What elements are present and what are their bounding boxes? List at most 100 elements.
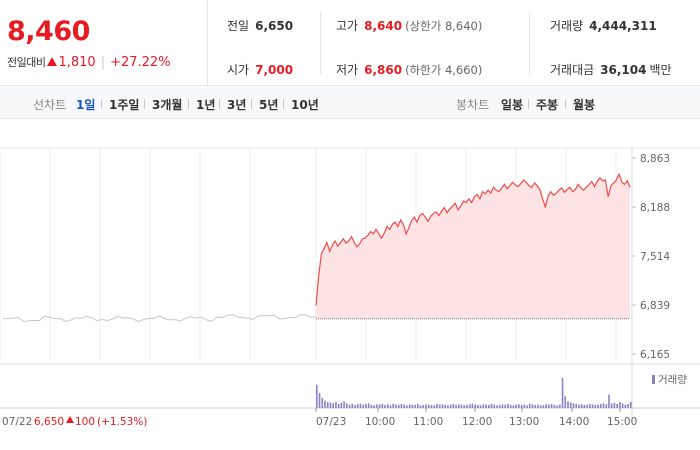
volume-bar	[594, 405, 597, 408]
volume-bar	[556, 405, 558, 408]
volume-bar	[578, 404, 580, 408]
stat-value: 7,000	[255, 63, 294, 77]
volume-bar	[512, 405, 515, 408]
volume-bar	[422, 405, 425, 408]
volume-bar	[564, 396, 567, 408]
tab-1y[interactable]: 1년	[196, 98, 216, 112]
volume-bar	[324, 400, 326, 408]
volume-bar	[441, 404, 444, 408]
volume-bar	[545, 404, 547, 408]
volume-bar	[438, 404, 441, 408]
tab-1w[interactable]: 1주일	[109, 98, 140, 112]
volume-bar	[326, 402, 329, 408]
volume-bar	[539, 405, 542, 408]
stat-value: 6,860	[364, 63, 403, 77]
volume-bar	[599, 404, 602, 408]
volume-bar	[572, 403, 575, 408]
tab-daily[interactable]: 일봉	[501, 98, 524, 112]
stat-value: 6,650	[255, 19, 294, 33]
tab-3y[interactable]: 3년	[227, 98, 247, 112]
volume-bar	[561, 378, 564, 408]
volume-bar	[493, 404, 496, 408]
volume-bar	[471, 403, 474, 408]
volume-bar	[613, 402, 616, 408]
volume-bar	[408, 404, 411, 408]
lower-limit: (하한가 4,660)	[405, 63, 483, 77]
stat-prev: 전일 6,650	[227, 17, 293, 34]
volume-bar	[384, 405, 386, 408]
divider	[320, 12, 321, 74]
volume-bar	[457, 404, 460, 408]
volume-bar	[621, 403, 624, 408]
volume-bar	[354, 405, 356, 408]
volume-bar	[610, 403, 613, 408]
period-tabs: 선차트 1일 1주일 3개월 1년 3년 5년 10년 봉차트 일봉 주봉 월봉	[0, 87, 700, 119]
tab-1d[interactable]: 1일	[76, 98, 96, 112]
stat-low: 저가 6,860 (하한가 4,660)	[336, 61, 482, 78]
volume-bar	[425, 404, 427, 408]
volume-bar	[504, 404, 506, 408]
volume-bar	[427, 404, 430, 408]
volume-bar	[362, 404, 365, 408]
tab-5y[interactable]: 5년	[259, 98, 279, 112]
volume-bar	[630, 402, 632, 408]
tab-10y[interactable]: 10년	[291, 98, 319, 112]
volume-bar	[332, 403, 334, 408]
volume-bar	[474, 404, 476, 408]
volume-bar	[575, 404, 577, 408]
stat-label: 거래대금	[550, 63, 595, 77]
y-tick-label: 6,165	[640, 349, 670, 361]
volume-bar	[553, 405, 556, 408]
divider	[565, 99, 566, 109]
tab-3m[interactable]: 3개월	[152, 98, 183, 112]
tab-monthly[interactable]: 월봉	[573, 98, 596, 112]
volume-bar	[411, 405, 414, 408]
volume-bar	[392, 403, 395, 408]
volume-bar	[386, 404, 389, 408]
volume-legend-swatch	[652, 375, 655, 384]
volume-bar	[518, 404, 520, 408]
up-triangle-icon	[47, 57, 58, 66]
volume-bar	[449, 404, 452, 408]
volume-bar	[348, 404, 351, 408]
volume-bar	[367, 403, 370, 408]
stat-amount: 거래대금 36,104 백만	[550, 61, 672, 78]
stat-value: 36,104	[600, 63, 647, 77]
volume-bar	[515, 404, 517, 408]
volume-bar	[340, 403, 343, 408]
volume-bar	[389, 405, 392, 408]
prev-day-series	[2, 313, 317, 323]
volume-bar	[597, 404, 599, 408]
price-box: 8,460 전일대비 1,810 | +27.22%	[0, 0, 208, 86]
volume-bar	[460, 404, 463, 408]
volume-bar	[400, 404, 403, 408]
stat-high: 고가 8,640 (상한가 8,640)	[336, 17, 482, 34]
y-tick-label: 6,839	[640, 300, 670, 312]
divider	[101, 99, 102, 109]
x-tick-label: 10:00	[365, 416, 395, 428]
volume-bar	[370, 405, 373, 408]
volume-bar	[488, 405, 490, 408]
x-tick-label: 11:00	[413, 416, 443, 428]
divider	[188, 99, 189, 109]
volume-bar	[608, 394, 610, 408]
volume-bar	[507, 404, 509, 408]
change-percent: +27.22%	[110, 55, 171, 70]
price-line	[315, 172, 631, 306]
volume-bar	[477, 405, 479, 408]
volume-bar	[523, 404, 526, 408]
tab-weekly[interactable]: 주봉	[536, 98, 559, 112]
line-chart-label: 선차트	[33, 98, 67, 112]
volume-legend-label: 거래량	[658, 374, 687, 386]
current-price: 8,460	[7, 16, 90, 47]
volume-bars: 거래량	[316, 374, 687, 408]
volume-bar	[569, 402, 572, 408]
x-tick-label: 15:00	[607, 416, 637, 428]
volume-bar	[356, 404, 359, 408]
volume-bar	[482, 404, 485, 408]
prev-day-change-percent: (+1.53%)	[97, 416, 147, 428]
prev-day-date: 07/22	[2, 416, 32, 428]
prev-day-line	[2, 313, 317, 323]
volume-bar	[602, 403, 605, 408]
volume-bar	[548, 404, 550, 408]
